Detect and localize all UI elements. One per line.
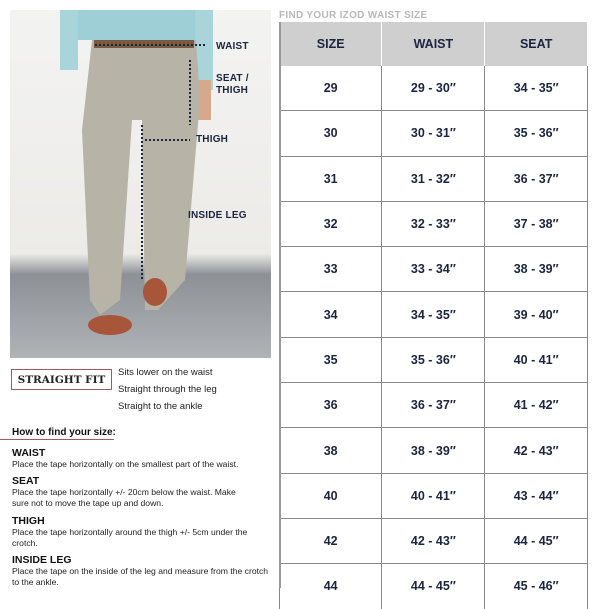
cell-size: 30 (278, 110, 383, 157)
section-text: Place the tape horizontally on the small… (12, 459, 239, 469)
table-row: 33 33 - 34″ 38 - 39″ (278, 246, 588, 293)
section-heading: INSIDE LEG (12, 554, 72, 566)
cell-waist: 34 - 35″ (381, 291, 486, 338)
table-row: 40 40 - 41″ 43 - 44″ (278, 473, 588, 519)
cell-seat: 36 - 37″ (484, 156, 588, 202)
header-waist: WAIST (381, 22, 486, 66)
cell-seat: 45 - 46″ (484, 563, 588, 609)
cell-size: 36 (278, 382, 383, 429)
table-row: 34 34 - 35″ 39 - 40″ (278, 291, 588, 338)
section-heading: THIGH (12, 515, 45, 527)
cell-seat: 38 - 39″ (484, 246, 588, 293)
table-row: 35 35 - 36″ 40 - 41″ (278, 337, 588, 384)
table-row: 32 32 - 33″ 37 - 38″ (278, 201, 588, 248)
cell-waist: 32 - 33″ (381, 201, 486, 248)
section-thigh: THIGH Place the tape horizontally around… (12, 515, 272, 549)
table-left-border (279, 22, 281, 588)
shoe-right (143, 278, 167, 306)
table-row: 38 38 - 39″ 42 - 43″ (278, 427, 588, 474)
table-title: FIND YOUR IZOD WAIST SIZE (279, 10, 428, 21)
cell-size: 42 (278, 518, 383, 565)
cell-waist: 36 - 37″ (381, 382, 486, 429)
label-waist: WAIST (216, 41, 249, 52)
section-inside-leg: INSIDE LEG Place the tape on the inside … (12, 554, 272, 588)
table-row: 44 44 - 45″ 45 - 46″ (278, 563, 588, 609)
cell-seat: 40 - 41″ (484, 337, 588, 384)
pants-illustration (60, 10, 213, 335)
cell-seat: 34 - 35″ (484, 66, 588, 112)
table-row: 36 36 - 37″ 41 - 42″ (278, 382, 588, 429)
table-row: 31 31 - 32″ 36 - 37″ (278, 156, 588, 202)
divider (0, 439, 114, 440)
table-row: 42 42 - 43″ 44 - 45″ (278, 518, 588, 565)
cell-size: 35 (278, 337, 383, 384)
cell-waist: 38 - 39″ (381, 427, 486, 474)
section-heading: SEAT (12, 475, 40, 487)
label-thigh: THIGH (196, 134, 229, 145)
cell-seat: 35 - 36″ (484, 110, 588, 157)
cell-size: 29 (278, 66, 383, 112)
cell-waist: 42 - 43″ (381, 518, 486, 565)
cell-waist: 44 - 45″ (381, 563, 486, 609)
cell-waist: 30 - 31″ (381, 110, 486, 157)
section-text: Place the tape horizontally around the t… (12, 527, 248, 548)
pants (82, 40, 200, 315)
pants-model-photo: WAIST SEAT / THIGH THIGH INSIDE LEG (10, 10, 271, 358)
cell-seat: 39 - 40″ (484, 291, 588, 338)
cell-size: 44 (278, 563, 383, 609)
fit-feature: Sits lower on the waist (118, 367, 213, 378)
cell-size: 34 (278, 291, 383, 338)
section-text: Place the tape on the inside of the leg … (12, 566, 269, 587)
shirt (70, 10, 210, 40)
cell-seat: 41 - 42″ (484, 382, 588, 429)
howto-title: How to find your size: (12, 427, 116, 438)
cell-seat: 37 - 38″ (484, 201, 588, 248)
shoe-left (88, 315, 132, 335)
size-table: SIZE WAIST SEAT 29 29 - 30″ 34 - 35″ 30 30 -… (278, 22, 588, 609)
cell-seat: 42 - 43″ (484, 427, 588, 474)
section-waist: WAIST Place the tape horizontally on the… (12, 447, 272, 470)
cell-waist: 40 - 41″ (381, 473, 486, 519)
table-row: 30 30 - 31″ 35 - 36″ (278, 110, 588, 157)
header-seat: SEAT (484, 22, 588, 66)
section-seat: SEAT Place the tape horizontally +/- 20c… (12, 475, 247, 509)
cell-size: 31 (278, 156, 383, 202)
cell-waist: 29 - 30″ (381, 66, 486, 112)
cell-size: 40 (278, 473, 383, 519)
cell-seat: 44 - 45″ (484, 518, 588, 565)
cell-waist: 33 - 34″ (381, 246, 486, 293)
cell-size: 32 (278, 201, 383, 248)
cell-size: 33 (278, 246, 383, 293)
section-heading: WAIST (12, 447, 46, 459)
cell-size: 38 (278, 427, 383, 474)
cell-waist: 35 - 36″ (381, 337, 486, 384)
label-seat-thigh: SEAT / THIGH (216, 73, 249, 96)
table-row: 29 29 - 30″ 34 - 35″ (278, 66, 588, 112)
table-header-row: SIZE WAIST SEAT (278, 22, 588, 66)
fit-feature: Straight through the leg (118, 384, 217, 395)
cell-seat: 43 - 44″ (484, 473, 588, 519)
measure-lines (95, 44, 205, 280)
label-inside-leg: INSIDE LEG (188, 210, 247, 221)
fit-feature: Straight to the ankle (118, 401, 203, 412)
section-text: Place the tape horizontally +/- 20cm bel… (12, 487, 236, 508)
fit-title: STRAIGHT FIT (11, 369, 112, 390)
cell-waist: 31 - 32″ (381, 156, 486, 202)
header-size: SIZE (278, 22, 383, 66)
